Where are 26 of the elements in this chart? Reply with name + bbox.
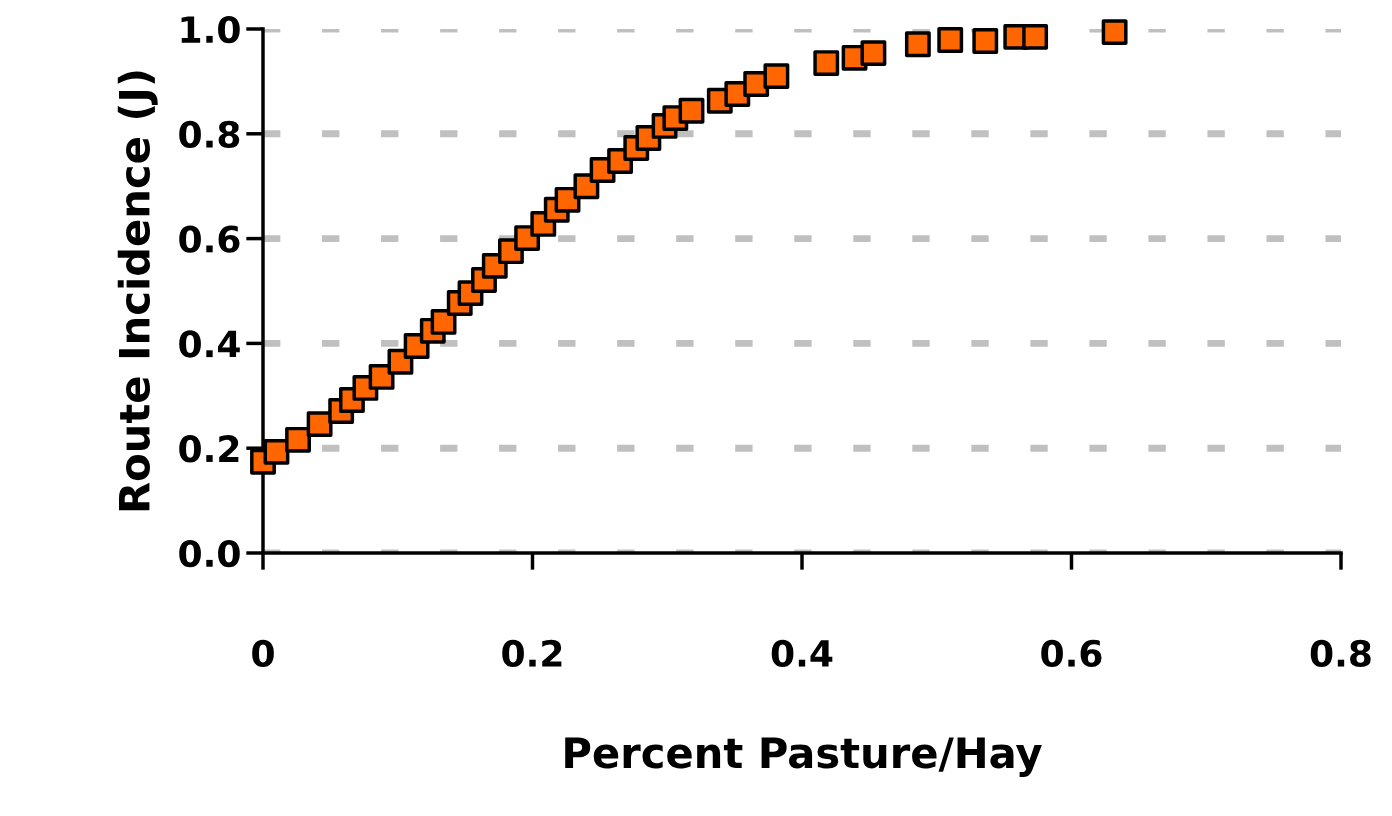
x-tick-label: 0.8: [1310, 639, 1371, 668]
y-tick-label: 0.6: [179, 225, 240, 253]
y-tick-label: 1.0: [181, 15, 240, 44]
point: [368, 364, 395, 390]
y-tick-label: 0.8: [179, 120, 240, 149]
x-tick-label: 0: [252, 639, 274, 668]
x-tick-label: 0.4: [771, 639, 833, 668]
point: [972, 28, 999, 54]
x-tick-label: 0.2: [502, 639, 562, 668]
x-tick-label: 0.6: [1041, 639, 1102, 668]
point: [1101, 19, 1128, 46]
point: [678, 97, 705, 124]
y-tick-label: 0.2: [179, 435, 239, 463]
point: [285, 426, 311, 453]
point: [763, 63, 790, 90]
point: [1022, 23, 1049, 50]
point: [306, 411, 333, 438]
y-tick-label: 0.4: [179, 330, 240, 358]
point: [860, 40, 887, 67]
point: [263, 438, 290, 465]
y-axis-title: Route Incidence (J): [117, 71, 158, 511]
point: [937, 27, 964, 53]
x-axis-title: Percent Pasture/Hay: [565, 737, 1042, 777]
y-tick-label: 0.0: [179, 539, 240, 568]
point: [904, 31, 931, 58]
point: [813, 50, 840, 76]
